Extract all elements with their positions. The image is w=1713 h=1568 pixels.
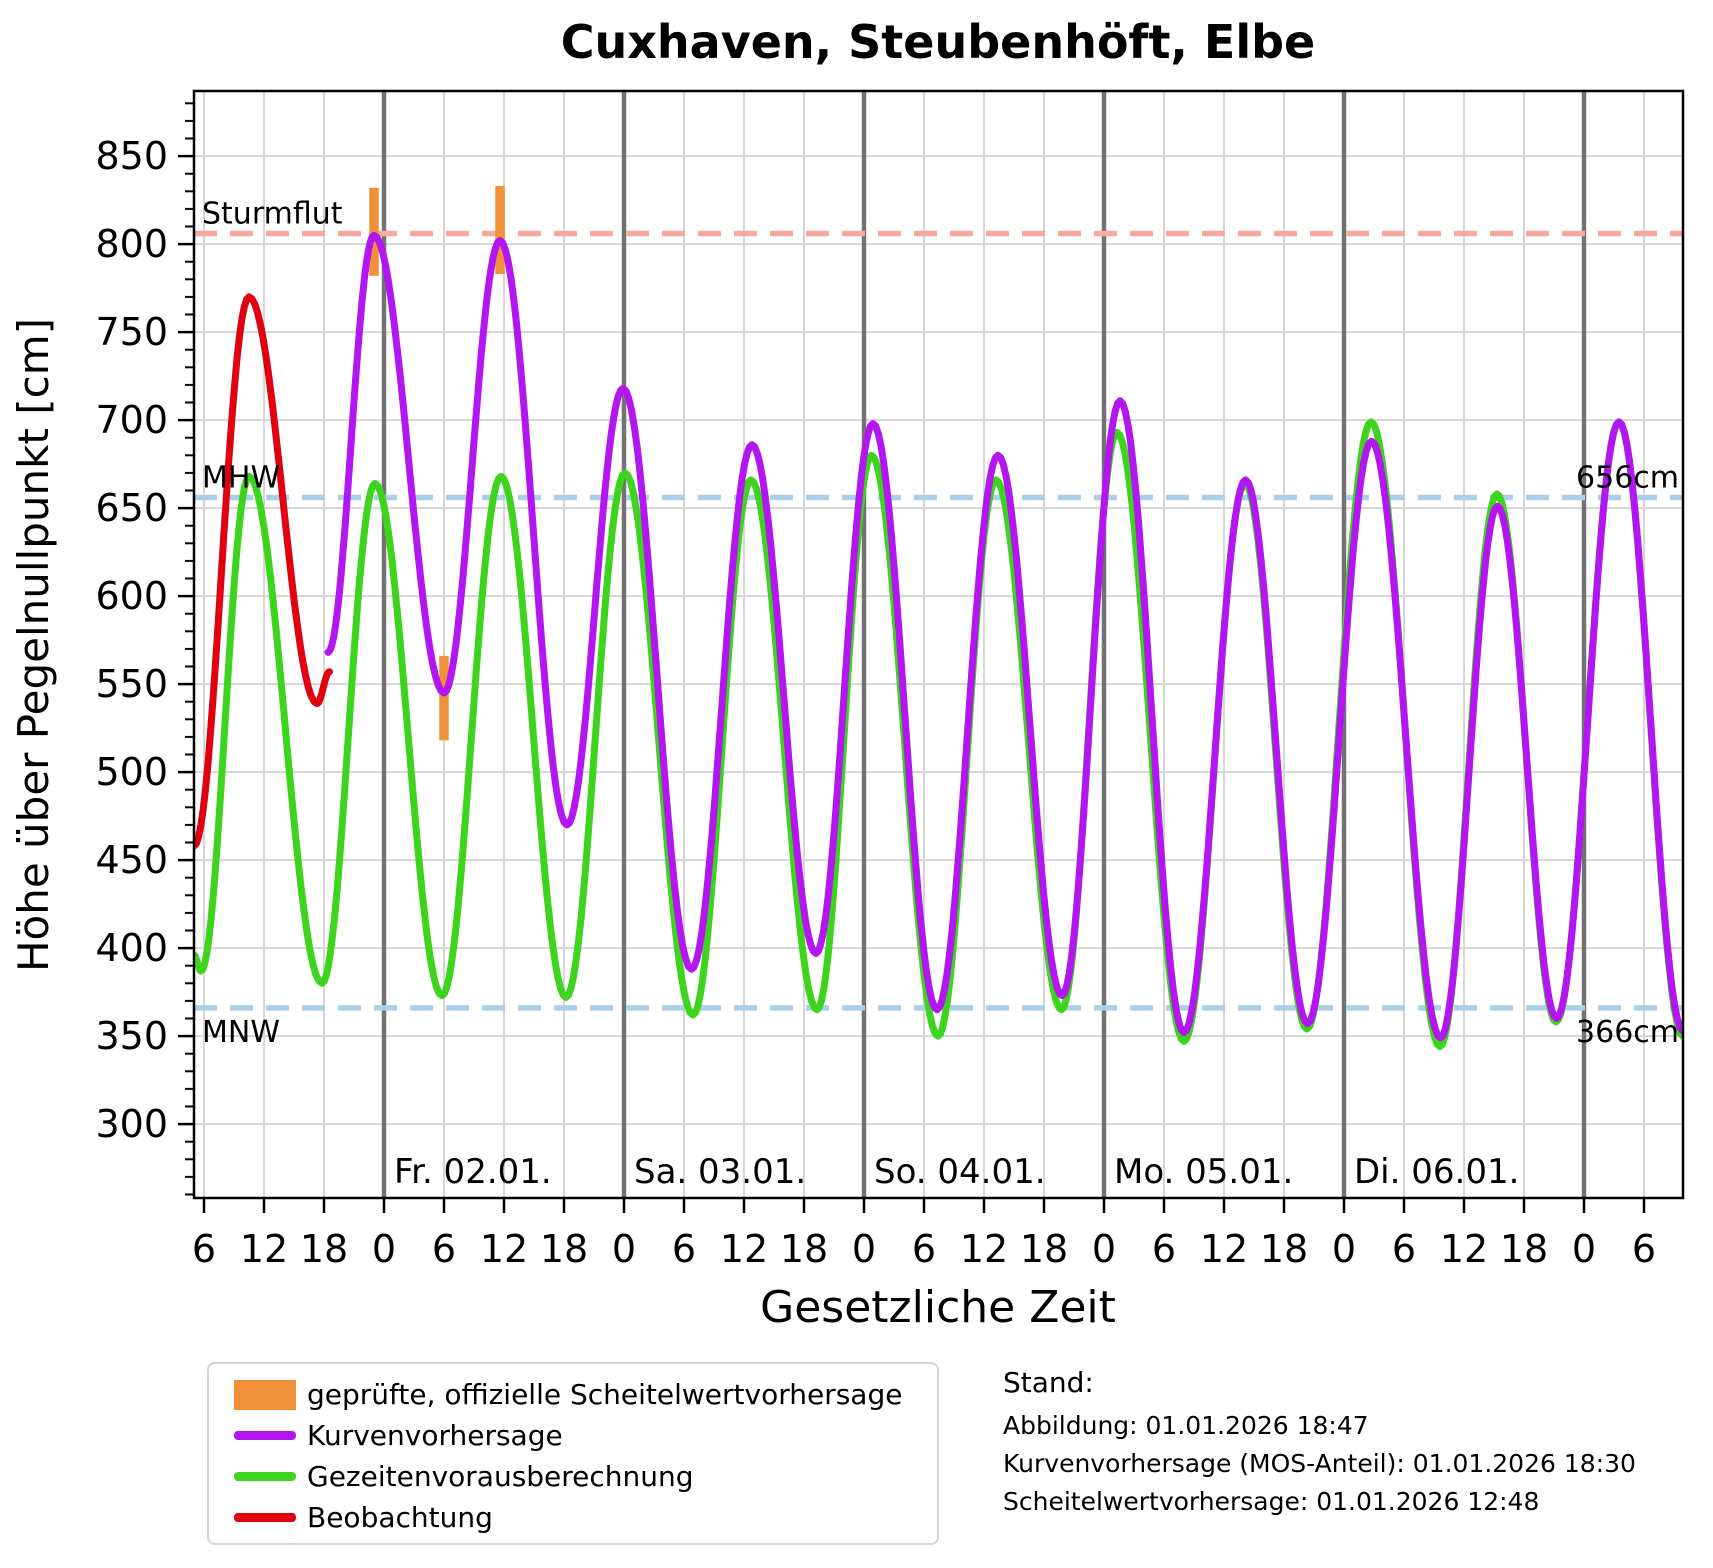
stand-info: Stand: Abbildung: 01.01.2026 18:47 Kurve… bbox=[1003, 1366, 1703, 1525]
scheitelwert-bars bbox=[369, 186, 505, 741]
x-tick-label: 6 bbox=[1392, 1227, 1416, 1271]
stand-line-scheitelwertvorhersage: Scheitelwertvorhersage: 01.01.2026 12:48 bbox=[1003, 1487, 1540, 1516]
stand-line-kurvenvorhersage: Kurvenvorhersage (MOS-Anteil): 01.01.202… bbox=[1003, 1449, 1636, 1478]
x-tick-label: 6 bbox=[432, 1227, 456, 1271]
day-label: Di. 06.01. bbox=[1354, 1152, 1519, 1192]
tide-chart: Fr. 02.01. Sa. 03.01. So. 04.01. Mo. 05.01.… bbox=[9, 15, 1685, 1333]
x-tick-label: 6 bbox=[1632, 1227, 1656, 1271]
y-tick-label: 450 bbox=[95, 838, 168, 882]
x-tick-label: 18 bbox=[1260, 1227, 1308, 1271]
x-tick-label: 0 bbox=[372, 1227, 396, 1271]
x-tick-label: 6 bbox=[912, 1227, 936, 1271]
x-tick-label: 18 bbox=[300, 1227, 348, 1271]
x-axis-label: Gesetzliche Zeit bbox=[760, 1282, 1116, 1333]
y-tick-label: 800 bbox=[95, 222, 168, 266]
legend-item-beobachtung: Beobachtung bbox=[223, 1497, 937, 1538]
beobachtung-line-swatch bbox=[234, 1513, 296, 1522]
legend-label: Beobachtung bbox=[307, 1501, 493, 1534]
gezeitenvorausberechnung-line-swatch bbox=[234, 1472, 296, 1481]
x-tick-label: 12 bbox=[480, 1227, 528, 1271]
y-tick-label: 400 bbox=[95, 926, 168, 970]
day-label: Mo. 05.01. bbox=[1114, 1152, 1293, 1192]
legend-item-kurvenvorhersage: Kurvenvorhersage bbox=[223, 1415, 937, 1456]
day-label: Sa. 03.01. bbox=[634, 1152, 806, 1192]
sturmflut-left-label: Sturmflut bbox=[202, 197, 343, 232]
x-tick-label: 12 bbox=[240, 1227, 288, 1271]
x-tick-label: 12 bbox=[1440, 1227, 1488, 1271]
reference-lines bbox=[194, 230, 1683, 1011]
beobachtung-curve bbox=[194, 293, 333, 850]
y-tick-label: 650 bbox=[95, 486, 168, 530]
chart-title: Cuxhaven, Steubenhöft, Elbe bbox=[561, 15, 1316, 69]
x-tick-label: 0 bbox=[1332, 1227, 1356, 1271]
y-tick-label: 600 bbox=[95, 574, 168, 618]
day-label: Fr. 02.01. bbox=[394, 1152, 552, 1192]
plot-border bbox=[192, 89, 1685, 1200]
x-tick-label: 18 bbox=[540, 1227, 588, 1271]
y-tick-label: 700 bbox=[95, 398, 168, 442]
x-tick-label: 12 bbox=[720, 1227, 768, 1271]
legend-item-gezeitenvorausberechnung: Gezeitenvorausberechnung bbox=[223, 1456, 937, 1497]
x-tick-label: 0 bbox=[852, 1227, 876, 1271]
day-boundary-lines: Fr. 02.01. Sa. 03.01. So. 04.01. Mo. 05.01.… bbox=[381, 91, 1587, 1198]
in-plot-annotations: Sturmflut MHW 656cm MNW 366cm bbox=[202, 197, 1679, 1050]
x-tick-label: 18 bbox=[1500, 1227, 1548, 1271]
scheitelwert-bar bbox=[495, 186, 505, 275]
y-tick-label: 500 bbox=[95, 750, 168, 794]
legend: geprüfte, offizielle Scheitelwertvorhers… bbox=[207, 1362, 939, 1545]
y-tick-label: 550 bbox=[95, 662, 168, 706]
kurve-curve bbox=[324, 231, 1683, 1042]
y-tick-label: 350 bbox=[95, 1014, 168, 1058]
axes: 6 12 18 0 6 12 18 0 6 12 18 0 6 12 18 0 6 12 18 0 6 12 18 0 6300… bbox=[95, 89, 1685, 1271]
curves bbox=[194, 231, 1683, 1051]
scheitelwert-patch-swatch bbox=[234, 1379, 296, 1410]
mhw-left-label: MHW bbox=[202, 461, 280, 496]
mnw-left-label: MNW bbox=[202, 1015, 280, 1050]
mnw-right-label: 366cm bbox=[1576, 1015, 1679, 1050]
x-tick-label: 18 bbox=[780, 1227, 828, 1271]
tide-chart-svg: Fr. 02.01. Sa. 03.01. So. 04.01. Mo. 05.01.… bbox=[9, 15, 1685, 1333]
legend-label: Gezeitenvorausberechnung bbox=[307, 1460, 694, 1493]
y-axis-label: Höhe über Pegelnullpunkt [cm] bbox=[9, 318, 58, 972]
scheitelwert-bar bbox=[369, 187, 379, 276]
kurvenvorhersage-line-swatch bbox=[234, 1431, 296, 1440]
x-tick-label: 0 bbox=[1092, 1227, 1116, 1271]
legend-label: Kurvenvorhersage bbox=[307, 1419, 563, 1452]
stand-line-abbildung: Abbildung: 01.01.2026 18:47 bbox=[1003, 1411, 1369, 1440]
y-tick-label: 300 bbox=[95, 1102, 168, 1146]
legend-item-scheitelwertvorhersage: geprüfte, offizielle Scheitelwertvorhers… bbox=[223, 1374, 937, 1415]
legend-label: geprüfte, offizielle Scheitelwertvorhers… bbox=[307, 1378, 903, 1411]
x-tick-label: 0 bbox=[612, 1227, 636, 1271]
x-tick-label: 18 bbox=[1020, 1227, 1068, 1271]
y-tick-label: 750 bbox=[95, 310, 168, 354]
y-tick-label: 850 bbox=[95, 134, 168, 178]
stand-heading: Stand: bbox=[1003, 1366, 1094, 1399]
x-tick-label: 12 bbox=[1200, 1227, 1248, 1271]
x-tick-label: 6 bbox=[192, 1227, 216, 1271]
scheitelwert-bar bbox=[439, 655, 449, 741]
mhw-right-label: 656cm bbox=[1576, 461, 1679, 496]
x-tick-label: 6 bbox=[1152, 1227, 1176, 1271]
x-tick-label: 0 bbox=[1572, 1227, 1596, 1271]
x-tick-label: 6 bbox=[672, 1227, 696, 1271]
x-tick-label: 12 bbox=[960, 1227, 1008, 1271]
day-label: So. 04.01. bbox=[874, 1152, 1046, 1192]
